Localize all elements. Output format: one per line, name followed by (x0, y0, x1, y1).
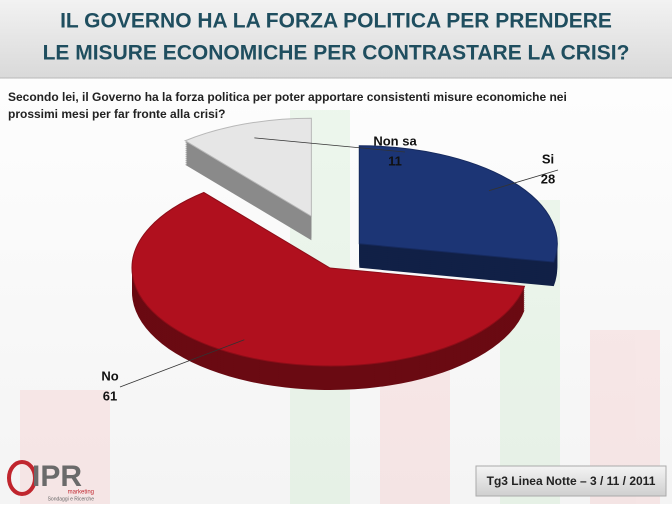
category-label: No (101, 368, 118, 383)
chart-subtitle: prossimi mesi per far fronte alla crisi? (8, 107, 225, 121)
footer: Tg3 Linea Notte – 3 / 11 / 2011 (487, 474, 656, 488)
leader-line (488, 169, 559, 192)
value-label: 61 (103, 388, 117, 403)
value-label: 11 (388, 153, 402, 168)
leader-line (119, 339, 245, 388)
leader-line (254, 137, 406, 153)
chart-subtitle: Secondo lei, il Governo ha la forza poli… (8, 90, 567, 104)
pie (131, 117, 558, 390)
logo-name: IPR (32, 460, 82, 493)
slice (131, 191, 526, 367)
chart-title: IL GOVERNO HA LA FORZA POLITICA PER PREN… (60, 10, 612, 33)
slice (184, 117, 312, 218)
logo-line: marketing (68, 490, 94, 496)
footer-box (475, 465, 667, 497)
logo-line: Sondaggi e Ricerche (48, 496, 95, 502)
title-band (0, 0, 672, 78)
chart-title: LE MISURE ECONOMICHE PER CONTRASTARE LA … (43, 42, 630, 65)
value-label: 28 (541, 171, 555, 186)
labels: Si 28 No 61 Non sa 11 (101, 133, 559, 403)
category-label: Si (542, 151, 554, 166)
logo-mark (7, 460, 37, 496)
category-label: Non sa (373, 133, 417, 148)
slice (358, 145, 558, 263)
